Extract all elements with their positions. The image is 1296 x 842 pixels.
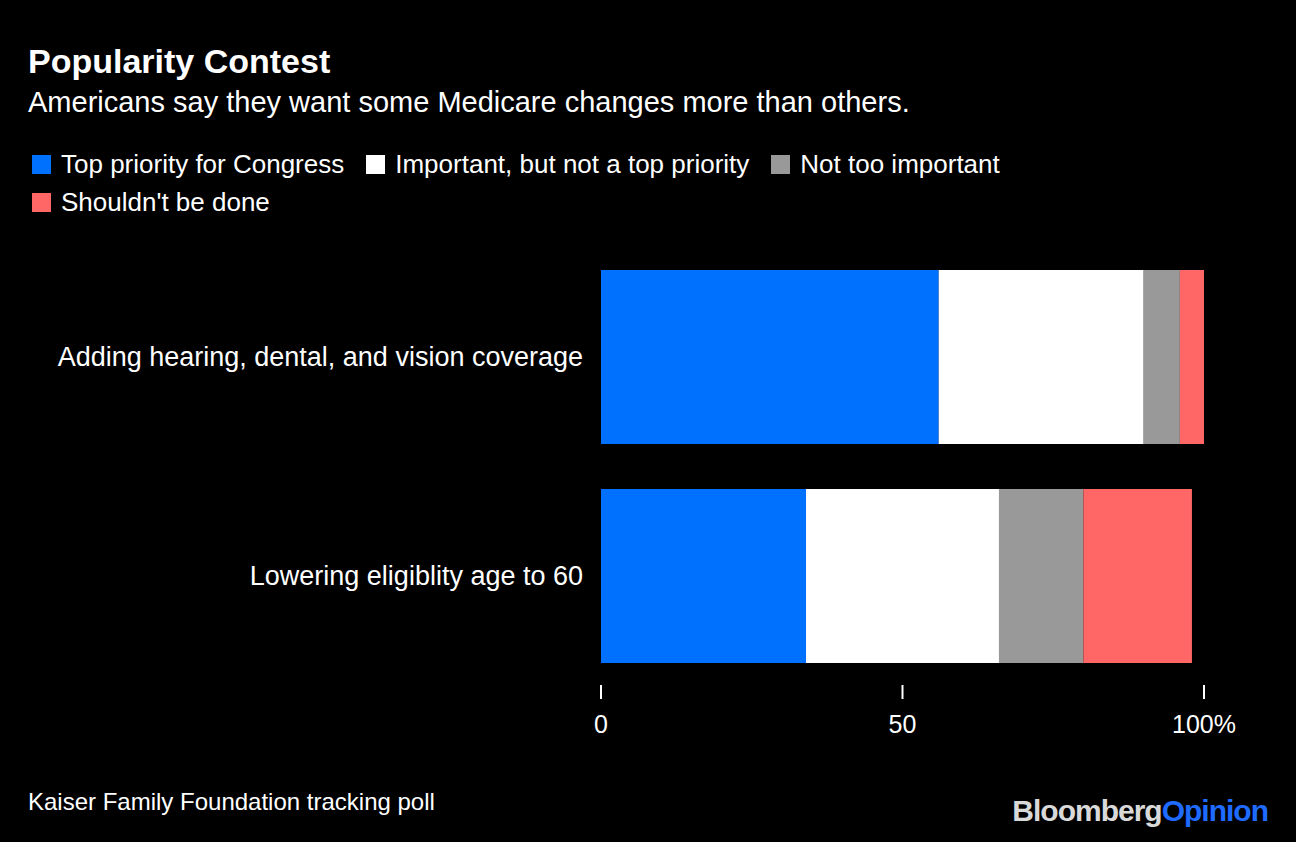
html-text:Kaiser Family Foundation track: Kaiser Family Foundation tracking poll (28, 788, 435, 815)
svg-text:100%: 100% (1172, 710, 1236, 738)
svg-text:0: 0 (594, 710, 608, 738)
html-text:Important, but not a top prior: Important, but not a top priority (395, 148, 750, 179)
html-text:Top priority for Congress: Top priority for Congress (61, 148, 345, 179)
html-text:Americans say they want some M: Americans say they want some Medicare ch… (28, 86, 910, 118)
svg-text:50: 50 (889, 710, 917, 738)
svg-text:Lowering eligiblity age to 60: Lowering eligiblity age to 60 (250, 561, 583, 591)
svg-text:Adding hearing, dental, and vi: Adding hearing, dental, and vision cover… (58, 342, 583, 372)
html-text:Not too important: Not too important (800, 148, 1000, 179)
html-text:Bloomberg Opinion: Bloomberg Opinion (1012, 794, 1268, 827)
html-text:Shouldn't be done: Shouldn't be done (61, 186, 270, 217)
html-text:Popularity Contest: Popularity Contest (28, 42, 331, 80)
